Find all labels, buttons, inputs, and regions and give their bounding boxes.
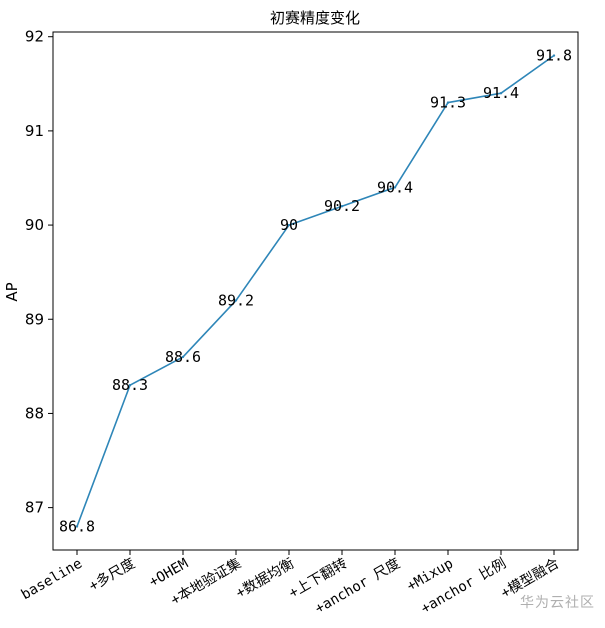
data-point xyxy=(340,205,344,208)
y-tick-label: 88 xyxy=(25,404,44,422)
data-point xyxy=(393,186,397,189)
chart-title: 初赛精度变化 xyxy=(270,9,360,27)
watermark-text: 华为云社区 xyxy=(520,595,595,611)
data-label: 91.8 xyxy=(536,47,572,65)
y-axis-label: AP xyxy=(3,282,21,301)
data-point xyxy=(234,299,238,302)
data-label: 91.4 xyxy=(483,84,519,102)
x-tick-label: +数据均衡 xyxy=(233,556,297,602)
y-tick-label: 87 xyxy=(25,499,44,517)
data-labels-group: 86.8 88.3 88.6 89.2 90 90.2 90.4 91.3 91.4 91.8 xyxy=(59,47,572,536)
data-label: 90.2 xyxy=(324,197,360,215)
data-point xyxy=(499,92,503,95)
data-point xyxy=(287,223,291,227)
y-tick-label: 90 xyxy=(25,216,44,234)
x-axis: baseline +多尺度 +OHEM+本地验证集+数据均衡+上下翻转+anchor… xyxy=(19,550,562,617)
series-line-group xyxy=(75,54,556,528)
y-tick-label: 91 xyxy=(25,122,44,140)
data-point xyxy=(75,525,79,528)
x-tick-label: +多尺度 xyxy=(86,555,138,595)
data-label: 88.6 xyxy=(165,348,201,366)
y-tick-label: 89 xyxy=(25,310,44,328)
plot-area-frame xyxy=(52,31,579,551)
data-point xyxy=(446,101,450,104)
data-label: 90.4 xyxy=(377,178,413,196)
data-label: 89.2 xyxy=(218,291,254,309)
series-line xyxy=(76,54,555,527)
data-label: 91.3 xyxy=(430,94,466,112)
data-point xyxy=(128,383,132,387)
data-label: 86.8 xyxy=(59,517,95,535)
x-tick-label: baseline xyxy=(19,556,85,604)
data-label: 90 xyxy=(280,216,298,234)
data-label: 88.3 xyxy=(112,376,148,394)
data-point xyxy=(552,54,556,57)
y-tick-label: 92 xyxy=(25,28,44,46)
y-axis: 87 88 89 90 91 92 xyxy=(25,28,53,517)
data-point xyxy=(181,355,185,359)
